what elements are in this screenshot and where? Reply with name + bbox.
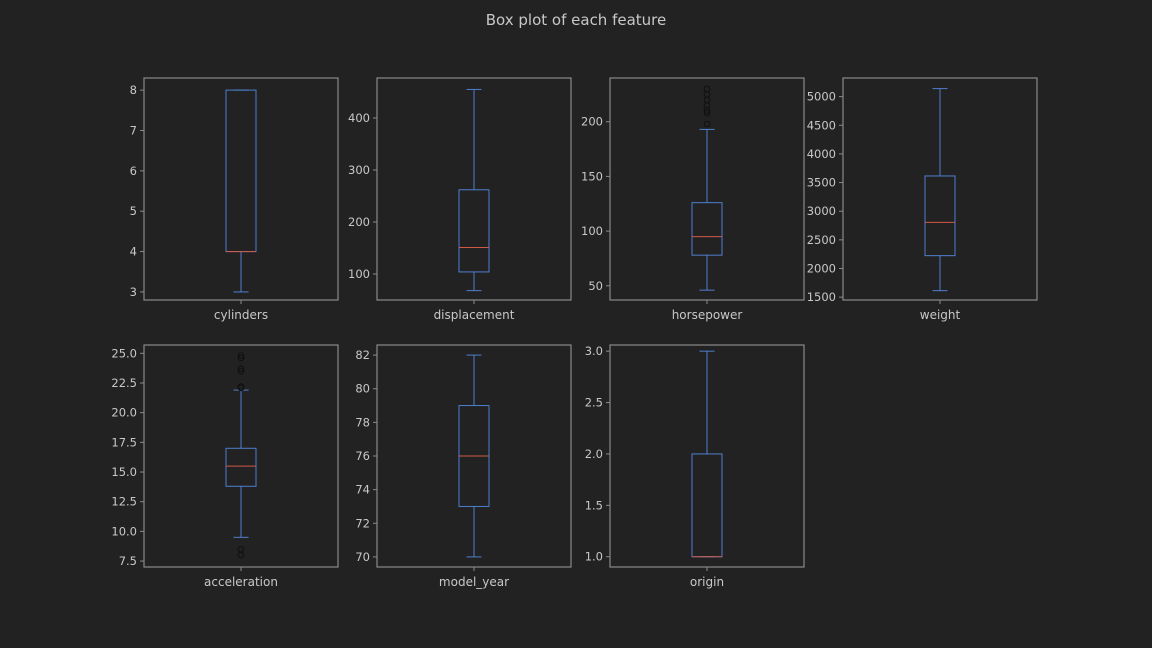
outlier-point [237, 352, 245, 360]
y-tick-label: 4500 [807, 118, 836, 132]
outlier-point [703, 91, 711, 98]
y-tick-label: 22.5 [111, 376, 137, 390]
y-tick-label: 200 [581, 115, 603, 129]
y-tick-label: 200 [348, 215, 370, 229]
y-tick-label: 7 [130, 123, 137, 137]
outlier-point [703, 96, 711, 104]
subplot-acceleration: 7.5 10.0 12.5 15.0 17.5 20.0 22.5 25.0 accelerat… [111, 344, 339, 589]
figure-title: Box plot of each feature [486, 11, 667, 29]
subplot-displacement: 100 200 300 400 displacement [348, 77, 572, 322]
y-tick-label: 3 [130, 285, 137, 299]
y-tick-label: 150 [581, 169, 603, 183]
outlier-point [703, 109, 711, 117]
y-tick-label: 5000 [807, 90, 836, 104]
category-label: acceleration [204, 575, 278, 589]
category-label: cylinders [214, 308, 268, 322]
outlier-point [237, 365, 245, 373]
outlier-point [237, 354, 245, 362]
y-tick-label: 3500 [807, 176, 836, 190]
y-tick-label: 2.0 [585, 447, 603, 461]
y-tick-label: 3000 [807, 204, 836, 218]
y-tick-label: 70 [355, 550, 370, 564]
y-tick-label: 74 [355, 483, 370, 497]
y-tick-label: 12.5 [111, 495, 137, 509]
outlier-point [703, 85, 711, 93]
category-label: model_year [439, 575, 509, 589]
y-tick-label: 15.0 [111, 465, 137, 479]
outlier-point [237, 545, 245, 553]
y-tick-label: 2500 [807, 233, 836, 247]
y-tick-label: 78 [355, 415, 370, 429]
y-tick-label: 5 [130, 204, 137, 218]
subplot-horsepower: 50 100 150 200 horsepower [581, 77, 805, 322]
iqr-box [458, 189, 490, 273]
subplot-origin: 1.0 1.5 2.0 2.5 3.0 origin [585, 344, 805, 589]
category-label: weight [920, 308, 961, 322]
subplot-model_year: 70 72 74 76 78 80 82 model_year [355, 344, 572, 589]
y-tick-label: 76 [355, 449, 370, 463]
subplot-weight: 1500 2000 2500 3000 3500 4000 4500 5000 weight [807, 77, 1038, 322]
category-label: displacement [434, 308, 515, 322]
iqr-box [924, 175, 956, 257]
y-tick-label: 1.0 [585, 550, 603, 564]
outlier-point [237, 383, 245, 390]
y-tick-label: 7.5 [119, 554, 137, 568]
category-label: horsepower [672, 308, 743, 322]
y-tick-label: 10.0 [111, 524, 137, 538]
subplots-grid: 345678cylinders100200300400displacement5… [111, 77, 1038, 589]
y-tick-label: 20.0 [111, 406, 137, 420]
y-tick-label: 3.0 [585, 344, 603, 358]
y-tick-label: 400 [348, 111, 370, 125]
y-tick-label: 4000 [807, 147, 836, 161]
y-tick-label: 300 [348, 163, 370, 177]
subplot-cylinders: 3 4 5 6 7 8 cylinders [130, 77, 339, 322]
y-tick-label: 100 [581, 224, 603, 238]
iqr-box [691, 453, 723, 558]
y-tick-label: 17.5 [111, 435, 137, 449]
outlier-point [237, 367, 245, 375]
outlier-point [237, 551, 245, 559]
outlier-point [703, 120, 711, 128]
iqr-box [225, 89, 257, 253]
y-tick-label: 8 [130, 83, 137, 97]
y-tick-label: 50 [588, 279, 603, 293]
y-tick-label: 2.5 [585, 396, 603, 410]
y-tick-label: 25.0 [111, 346, 137, 360]
iqr-box [691, 202, 723, 256]
y-tick-label: 82 [355, 348, 370, 362]
iqr-box [225, 447, 257, 487]
y-tick-label: 4 [130, 245, 137, 259]
y-tick-label: 72 [355, 516, 370, 530]
y-tick-label: 6 [130, 164, 137, 178]
y-tick-label: 1500 [807, 290, 836, 304]
outlier-point [703, 101, 711, 109]
y-tick-label: 2000 [807, 261, 836, 275]
y-tick-label: 80 [355, 382, 370, 396]
category-label: origin [690, 575, 724, 589]
y-tick-label: 1.5 [585, 498, 603, 512]
y-tick-label: 100 [348, 267, 370, 281]
